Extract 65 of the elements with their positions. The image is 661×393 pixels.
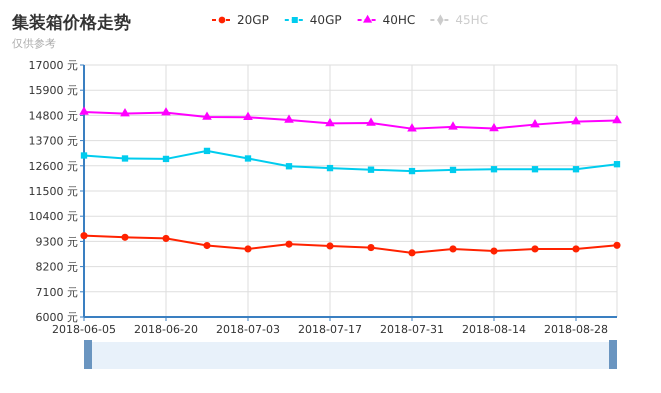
y-tick-label: 13700 元 bbox=[28, 134, 78, 148]
x-tick-label: 2018-06-20 bbox=[134, 323, 198, 336]
point bbox=[120, 108, 130, 116]
point bbox=[490, 247, 498, 255]
point bbox=[286, 163, 292, 170]
y-tick-label: 17000 元 bbox=[28, 59, 78, 72]
point bbox=[368, 166, 374, 173]
point bbox=[408, 249, 416, 256]
point bbox=[407, 123, 417, 132]
x-tick-label: 2018-07-17 bbox=[298, 323, 362, 336]
point bbox=[204, 148, 210, 154]
point bbox=[202, 111, 212, 120]
y-tick-label: 12600 元 bbox=[28, 160, 78, 173]
chart-subtitle: 仅供参考 bbox=[12, 37, 56, 50]
point bbox=[243, 112, 253, 120]
y-tick-label: 11500 元 bbox=[28, 185, 78, 198]
point bbox=[448, 121, 458, 130]
point bbox=[366, 117, 376, 126]
point bbox=[490, 166, 498, 172]
point bbox=[572, 245, 580, 253]
point bbox=[122, 155, 128, 162]
point bbox=[530, 119, 540, 128]
x-tick-label: 2018-08-28 bbox=[544, 323, 608, 336]
point bbox=[613, 242, 621, 249]
y-tick-label: 10400 元 bbox=[28, 210, 78, 224]
point bbox=[325, 118, 335, 126]
point bbox=[80, 232, 88, 240]
chart-title: 集装箱价格走势 bbox=[11, 13, 131, 33]
point bbox=[203, 242, 211, 250]
point bbox=[79, 106, 89, 115]
x-tick-label: 2018-07-31 bbox=[380, 323, 444, 336]
point bbox=[162, 234, 170, 242]
y-tick-label: 15900 元 bbox=[28, 84, 78, 98]
legend-label: 40HC bbox=[382, 13, 416, 27]
x-tick-label: 2018-07-03 bbox=[216, 323, 280, 336]
point bbox=[161, 107, 171, 116]
point bbox=[489, 122, 499, 132]
point bbox=[285, 240, 293, 248]
y-tick-label: 7100 元 bbox=[36, 286, 78, 299]
point bbox=[572, 166, 580, 172]
point bbox=[284, 114, 294, 123]
point bbox=[450, 166, 456, 174]
y-tick-label: 6000 元 bbox=[36, 311, 78, 324]
point bbox=[612, 114, 622, 124]
point bbox=[80, 152, 88, 159]
legend-label: 40GP bbox=[310, 13, 342, 27]
legend-label: 20GP bbox=[237, 13, 269, 27]
y-tick-label: 14800 元 bbox=[28, 109, 78, 122]
point bbox=[408, 168, 416, 174]
y-tick-label: 9300 元 bbox=[36, 235, 78, 248]
point bbox=[571, 116, 581, 124]
x-tick-label: 2018-08-14 bbox=[462, 323, 526, 336]
point bbox=[121, 234, 129, 241]
point bbox=[532, 166, 538, 172]
x-tick-label: 2018-06-05 bbox=[52, 323, 116, 336]
point bbox=[326, 242, 334, 250]
point bbox=[449, 245, 457, 253]
point bbox=[531, 245, 539, 253]
point bbox=[244, 155, 252, 162]
point bbox=[162, 156, 170, 162]
point bbox=[326, 164, 334, 172]
y-tick-label: 8200 元 bbox=[36, 260, 78, 274]
point bbox=[244, 245, 252, 253]
point bbox=[614, 161, 620, 168]
point bbox=[367, 244, 375, 252]
